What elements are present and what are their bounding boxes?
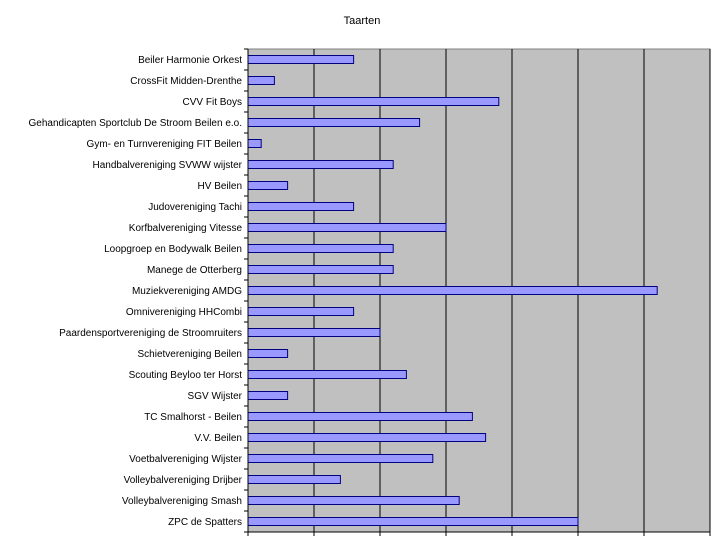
category-label: SGV Wijster — [188, 391, 243, 402]
bar — [247, 76, 275, 85]
bars — [247, 55, 658, 526]
category-label: Scouting Beyloo ter Horst — [129, 370, 243, 381]
bar — [247, 370, 407, 379]
bar — [247, 328, 381, 337]
bar — [247, 244, 394, 253]
bar — [247, 391, 289, 400]
bar — [247, 517, 579, 526]
category-label: Korfbalvereniging Vitesse — [129, 223, 243, 234]
bar — [247, 202, 355, 211]
category-label: TC Smalhorst - Beilen — [144, 412, 242, 423]
category-label: Gehandicapten Sportclub De Stroom Beilen… — [29, 118, 242, 129]
category-label: Beiler Harmonie Orkest — [138, 55, 242, 66]
category-label: Paardensportvereniging de Stroomruiters — [59, 328, 242, 339]
bar — [247, 475, 341, 484]
category-label: Omnivereniging HHCombi — [126, 307, 242, 318]
category-label: Loopgroep en Bodywalk Beilen — [104, 244, 242, 255]
bar — [247, 97, 500, 106]
category-label: Manege de Otterberg — [147, 265, 242, 276]
bar — [247, 496, 460, 505]
category-label: V.V. Beilen — [194, 433, 242, 444]
category-label: Volleybalvereniging Drijber — [124, 475, 243, 486]
category-label: Judovereniging Tachi — [148, 202, 242, 213]
category-label: CrossFit Midden-Drenthe — [130, 76, 242, 87]
category-labels: Beiler Harmonie Orkest CrossFit Midden-Dr… — [29, 55, 243, 528]
bar — [247, 412, 473, 421]
category-label: Schietvereniging Beilen — [137, 349, 242, 360]
bar — [247, 223, 447, 232]
bar — [247, 349, 289, 358]
category-label: Muziekvereniging AMDG — [132, 286, 242, 297]
bar — [247, 139, 262, 148]
bar — [247, 118, 421, 127]
category-label: Voetbalvereniging Wijster — [129, 454, 243, 465]
axes — [244, 48, 711, 536]
bar — [247, 160, 394, 169]
category-label: Gym- en Turnvereniging FIT Beilen — [87, 139, 242, 150]
bar — [247, 181, 289, 190]
bar — [247, 286, 658, 295]
category-label: CVV Fit Boys — [183, 97, 242, 108]
category-label: Handbalvereniging SVWW wijster — [92, 160, 242, 171]
category-label: Volleybalvereniging Smash — [122, 496, 242, 507]
bar — [247, 307, 355, 316]
bar — [247, 265, 394, 274]
category-label: ZPC de Spatters — [168, 517, 242, 528]
chart-title: Taarten — [344, 15, 381, 27]
bar — [247, 433, 487, 442]
bar — [247, 55, 355, 64]
bar — [247, 454, 434, 463]
category-label: HV Beilen — [198, 181, 242, 192]
